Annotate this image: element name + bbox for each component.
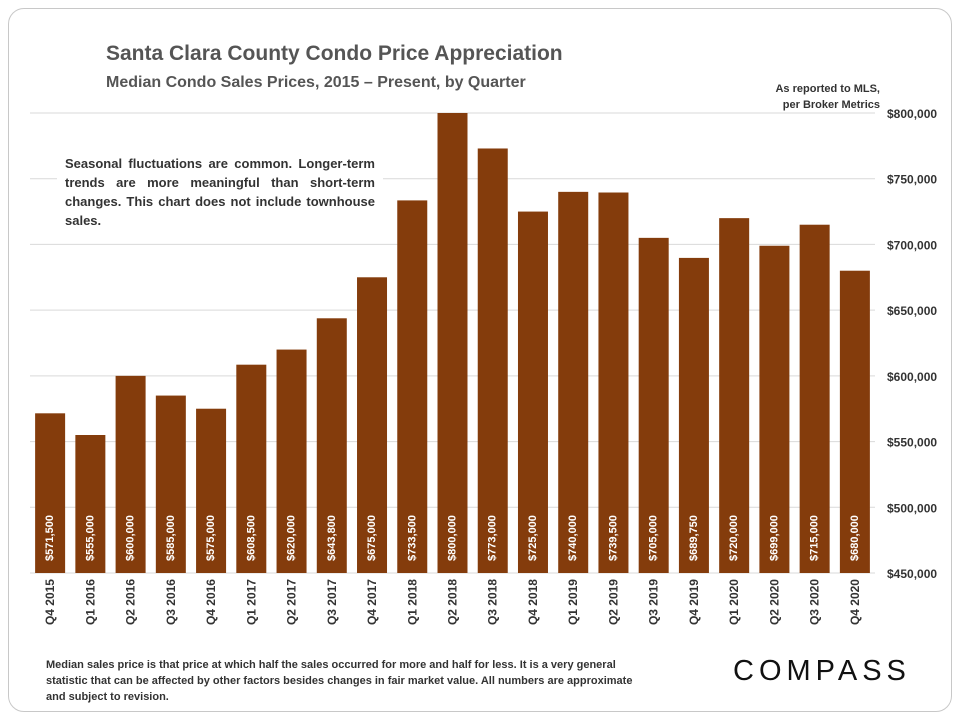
x-category-label: Q4 2020 xyxy=(848,579,862,625)
bar-data-label: $571,500 xyxy=(44,515,56,561)
y-tick-label: $550,000 xyxy=(887,436,937,450)
bar-data-label: $720,000 xyxy=(728,515,740,561)
bar-data-label: $705,000 xyxy=(648,515,660,561)
y-tick-label: $750,000 xyxy=(887,173,937,187)
y-tick-label: $450,000 xyxy=(887,567,937,581)
x-category-label: Q4 2015 xyxy=(43,579,57,625)
source-line-2: per Broker Metrics xyxy=(782,99,880,111)
chart-subtitle: Median Condo Sales Prices, 2015 – Presen… xyxy=(106,74,526,91)
x-category-label: Q4 2019 xyxy=(687,579,701,625)
bar xyxy=(35,413,66,573)
x-category-label: Q4 2016 xyxy=(204,579,218,625)
x-category-label: Q4 2017 xyxy=(365,579,379,625)
bar-data-label: $800,000 xyxy=(447,515,459,561)
bar-data-label: $608,500 xyxy=(245,515,257,561)
x-category-label: Q1 2018 xyxy=(405,579,419,625)
y-tick-label: $500,000 xyxy=(887,501,937,515)
bar xyxy=(236,364,267,573)
bar-data-label: $585,000 xyxy=(165,515,177,561)
bar xyxy=(397,200,428,573)
x-category-label: Q3 2017 xyxy=(325,579,339,625)
x-category-label: Q2 2020 xyxy=(767,579,781,625)
source-line-1: As reported to MLS, xyxy=(775,83,880,95)
bar xyxy=(437,113,468,573)
annotation-box: Seasonal fluctuations are common. Longer… xyxy=(57,148,383,236)
x-category-label: Q3 2016 xyxy=(164,579,178,625)
bar-data-label: $643,800 xyxy=(326,515,338,561)
bar-data-label: $689,750 xyxy=(688,515,700,561)
bar-data-label: $680,000 xyxy=(849,515,861,561)
x-category-label: Q2 2016 xyxy=(124,579,138,625)
bar xyxy=(799,224,830,573)
bar-data-label: $699,000 xyxy=(768,515,780,561)
source-note: As reported to MLS, per Broker Metrics xyxy=(756,81,880,113)
x-category-label: Q1 2016 xyxy=(83,579,97,625)
footnote: Median sales price is that price at whic… xyxy=(46,659,633,703)
bar-data-label: $555,000 xyxy=(84,515,96,561)
y-tick-label: $700,000 xyxy=(887,238,937,252)
chart-title: Santa Clara County Condo Price Appreciat… xyxy=(106,42,563,65)
x-category-label: Q2 2017 xyxy=(285,579,299,625)
bar xyxy=(678,257,709,573)
y-tick-label: $650,000 xyxy=(887,304,937,318)
bar-data-label: $725,000 xyxy=(527,515,539,561)
bar xyxy=(839,270,870,573)
x-category-label: Q1 2019 xyxy=(566,579,580,625)
bar xyxy=(598,192,629,573)
bar xyxy=(75,435,106,573)
bar xyxy=(196,408,227,573)
bar xyxy=(155,395,186,573)
bar-data-label: $740,000 xyxy=(567,515,579,561)
bar-data-label: $715,000 xyxy=(809,515,821,561)
bar xyxy=(719,218,750,573)
bar xyxy=(115,375,146,573)
bar xyxy=(517,211,548,574)
bar xyxy=(276,349,307,573)
bar xyxy=(357,277,388,573)
bar xyxy=(477,148,508,573)
compass-logo: COMPASS xyxy=(733,655,911,687)
y-tick-label: $600,000 xyxy=(887,370,937,384)
x-category-label: Q2 2019 xyxy=(606,579,620,625)
bar-data-label: $575,000 xyxy=(205,515,217,561)
bar xyxy=(558,191,589,573)
bar-data-label: $773,000 xyxy=(487,515,499,561)
x-category-label: Q4 2018 xyxy=(526,579,540,625)
y-tick-label: $800,000 xyxy=(887,107,937,121)
bar xyxy=(316,318,347,573)
x-category-label: Q1 2020 xyxy=(727,579,741,625)
x-category-label: Q2 2018 xyxy=(446,579,460,625)
x-category-label: Q3 2018 xyxy=(486,579,500,625)
bar-data-label: $600,000 xyxy=(125,515,137,561)
bar-data-label: $733,500 xyxy=(406,515,418,561)
bar-data-label: $675,000 xyxy=(366,515,378,561)
bar-data-label: $620,000 xyxy=(286,515,298,561)
x-category-label: Q3 2020 xyxy=(808,579,822,625)
bar xyxy=(638,237,669,573)
x-category-label: Q3 2019 xyxy=(647,579,661,625)
bar-data-label: $739,500 xyxy=(607,515,619,561)
bar xyxy=(759,245,790,573)
x-category-label: Q1 2017 xyxy=(244,579,258,625)
